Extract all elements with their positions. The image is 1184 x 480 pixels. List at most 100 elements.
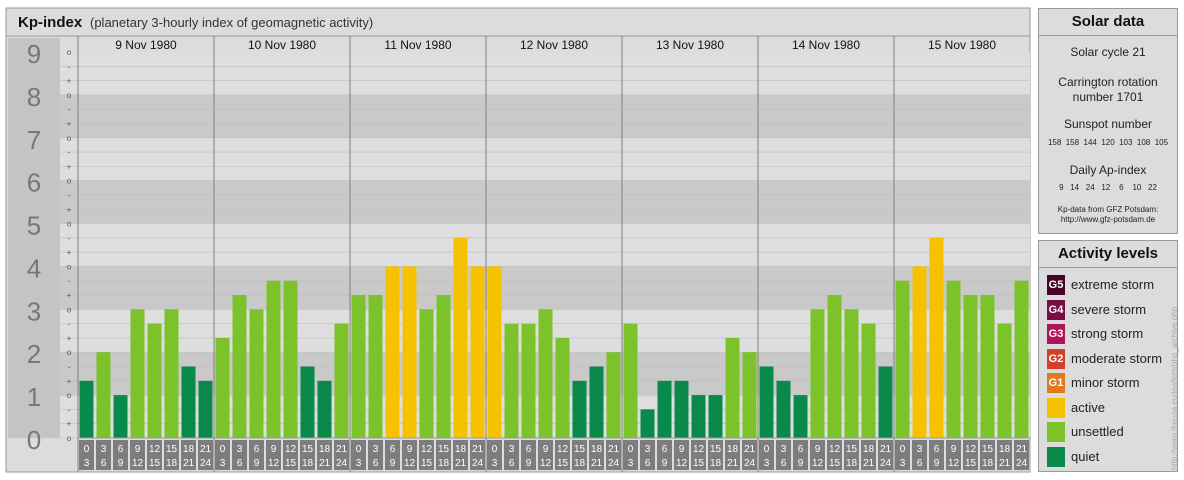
sublevel-mark: +: [67, 377, 72, 386]
kp-bar: [198, 380, 213, 438]
interval-box: [521, 440, 536, 470]
interval-box: [232, 440, 247, 470]
interval-box: [895, 440, 910, 470]
chart-title: Kp-index: [18, 14, 83, 31]
source-link[interactable]: http://www.gfz-potsdam.de: [1060, 215, 1156, 224]
interval-start-label: 0: [900, 444, 906, 455]
y-tick-label: 7: [27, 125, 41, 155]
interval-end-label: 24: [1016, 458, 1028, 469]
interval-start-label: 3: [781, 444, 787, 455]
interval-end-label: 12: [268, 458, 280, 469]
interval-start-label: 12: [149, 444, 161, 455]
kp-bar: [572, 380, 587, 438]
interval-end-label: 9: [934, 458, 940, 469]
interval-end-label: 21: [591, 458, 603, 469]
y-tick-label: 6: [27, 168, 41, 198]
kp-bar: [181, 366, 196, 438]
sublevel-mark: -: [68, 320, 71, 329]
kp-bar: [521, 323, 536, 438]
interval-box: [385, 440, 400, 470]
interval-start-label: 6: [254, 444, 260, 455]
interval-box: [419, 440, 434, 470]
kp-bar: [623, 323, 638, 438]
kp-bar: [844, 309, 859, 438]
row-band: [8, 137, 1030, 181]
interval-end-label: 3: [628, 458, 634, 469]
sublevel-mark: +: [67, 162, 72, 171]
kp-bar: [810, 309, 825, 438]
interval-start-label: 9: [271, 444, 277, 455]
sublevel-mark: -: [68, 277, 71, 286]
interval-end-label: 12: [540, 458, 552, 469]
interval-end-label: 24: [200, 458, 212, 469]
interval-box: [283, 440, 298, 470]
interval-start-label: 0: [764, 444, 770, 455]
legend-label: quiet: [1071, 448, 1100, 464]
interval-box: [351, 440, 366, 470]
interval-end-label: 9: [526, 458, 532, 469]
interval-box: [844, 440, 859, 470]
interval-start-label: 0: [220, 444, 226, 455]
interval-end-label: 3: [356, 458, 362, 469]
y-tick-label: 9: [27, 39, 41, 69]
legend-swatch: G2: [1047, 348, 1065, 369]
day-header: 9 Nov 1980: [115, 38, 177, 52]
sublevel-mark: +: [67, 119, 72, 128]
interval-start-label: 3: [509, 444, 515, 455]
sublevel-mark: -: [68, 234, 71, 243]
interval-box: [759, 440, 774, 470]
interval-start-label: 12: [285, 444, 297, 455]
interval-box: [198, 440, 213, 470]
interval-box: [878, 440, 893, 470]
legend-label: unsettled: [1071, 424, 1124, 439]
sublevel-mark: +: [67, 248, 72, 257]
interval-start-label: 0: [84, 444, 90, 455]
interval-box: [929, 440, 944, 470]
legend-swatch: G1: [1047, 373, 1065, 393]
interval-end-label: 6: [373, 458, 379, 469]
interval-box: [368, 440, 383, 470]
activity-levels-panel: Activity levels G5 extreme storm G4 severe …: [1038, 240, 1178, 472]
interval-start-label: 21: [1016, 444, 1028, 455]
interval-start-label: 3: [101, 444, 107, 455]
kp-bar: [929, 237, 944, 438]
solar-data-title: Solar data: [1039, 9, 1177, 36]
kp-bar: [436, 295, 451, 438]
interval-box: [674, 440, 689, 470]
kp-bar: [555, 337, 570, 438]
interval-box: [555, 440, 570, 470]
interval-start-label: 6: [390, 444, 396, 455]
interval-box: [980, 440, 995, 470]
row-band: [8, 94, 1030, 138]
interval-box: [912, 440, 927, 470]
interval-start-label: 12: [965, 444, 977, 455]
interval-box: [215, 440, 230, 470]
kp-bar: [215, 337, 230, 438]
interval-start-label: 12: [421, 444, 433, 455]
interval-end-label: 9: [798, 458, 804, 469]
interval-start-label: 21: [744, 444, 756, 455]
ap-index-title: Daily Ap-index: [1069, 163, 1147, 177]
sunspot-values: 158 158 144 120 103 108 105: [1047, 138, 1169, 147]
kp-bar: [657, 380, 672, 438]
interval-end-label: 24: [472, 458, 484, 469]
interval-start-label: 9: [951, 444, 957, 455]
kp-bar: [895, 280, 910, 438]
legend-label: minor storm: [1071, 375, 1140, 390]
interval-start-label: 0: [492, 444, 498, 455]
sublevel-mark: o: [67, 48, 72, 57]
interval-start-label: 0: [356, 444, 362, 455]
legend-swatch: [1047, 446, 1065, 467]
interval-end-label: 6: [917, 458, 923, 469]
interval-box: [147, 440, 162, 470]
interval-end-label: 18: [574, 458, 586, 469]
interval-box: [487, 440, 502, 470]
interval-start-label: 15: [438, 444, 450, 455]
row-band: [8, 180, 1030, 224]
interval-end-label: 6: [645, 458, 651, 469]
sunspot-title: Sunspot number: [1063, 117, 1153, 131]
interval-end-label: 21: [999, 458, 1011, 469]
interval-box: [249, 440, 264, 470]
interval-start-label: 21: [200, 444, 212, 455]
sublevel-mark: +: [67, 420, 72, 429]
